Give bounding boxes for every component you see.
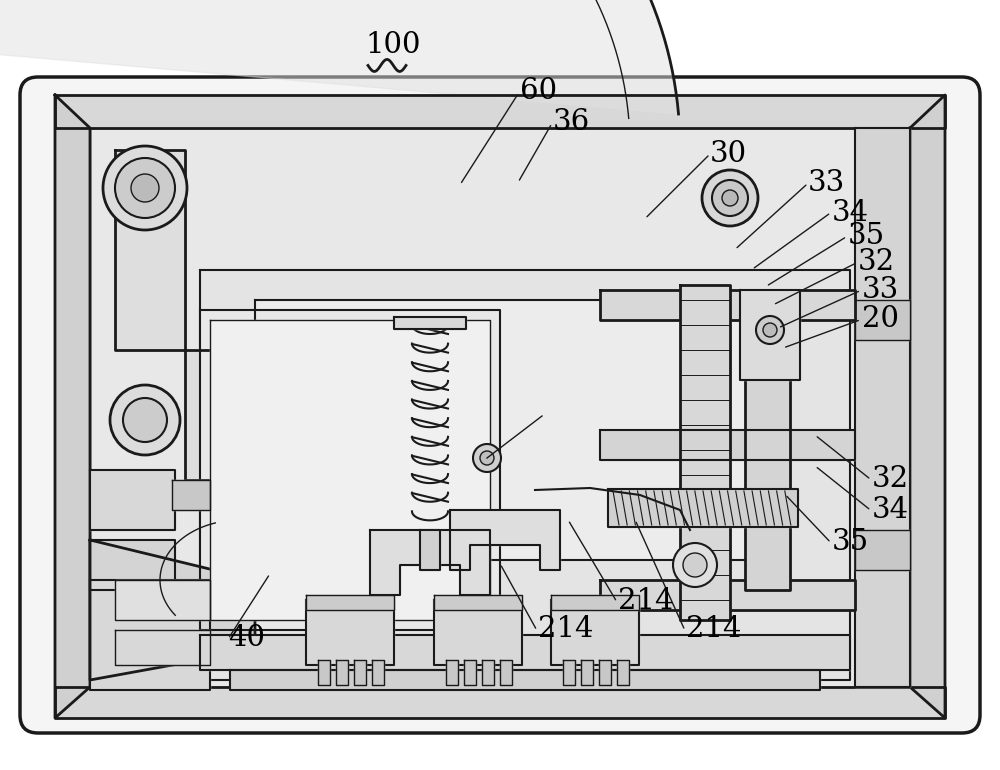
Circle shape — [103, 146, 187, 230]
Polygon shape — [172, 480, 210, 510]
Polygon shape — [200, 310, 500, 630]
Polygon shape — [617, 660, 629, 685]
Text: 35: 35 — [832, 528, 869, 556]
Polygon shape — [910, 95, 945, 718]
Circle shape — [756, 316, 784, 344]
Polygon shape — [55, 95, 945, 128]
Circle shape — [763, 323, 777, 337]
Polygon shape — [855, 128, 910, 687]
Text: 35: 35 — [848, 222, 885, 249]
Circle shape — [110, 385, 180, 455]
Polygon shape — [90, 470, 175, 530]
Text: 214: 214 — [686, 615, 742, 643]
Polygon shape — [600, 290, 855, 320]
Polygon shape — [230, 670, 820, 690]
Polygon shape — [450, 510, 560, 570]
Polygon shape — [210, 320, 490, 620]
Polygon shape — [563, 660, 575, 685]
Circle shape — [473, 444, 501, 472]
Polygon shape — [90, 128, 910, 687]
Polygon shape — [370, 530, 490, 595]
Polygon shape — [0, 0, 679, 114]
Polygon shape — [855, 300, 910, 340]
Text: 33: 33 — [862, 276, 899, 303]
Polygon shape — [115, 580, 210, 620]
Text: 214: 214 — [538, 615, 594, 643]
Text: 60: 60 — [520, 77, 557, 105]
Text: 214: 214 — [618, 587, 674, 614]
Polygon shape — [434, 600, 522, 665]
Polygon shape — [115, 630, 210, 665]
Text: 20: 20 — [862, 305, 899, 333]
Polygon shape — [740, 290, 800, 380]
Circle shape — [712, 180, 748, 216]
Polygon shape — [551, 600, 639, 665]
Circle shape — [480, 451, 494, 465]
Polygon shape — [420, 530, 440, 570]
Circle shape — [131, 174, 159, 202]
Polygon shape — [55, 95, 90, 718]
Polygon shape — [581, 660, 593, 685]
Polygon shape — [446, 660, 458, 685]
Polygon shape — [551, 595, 639, 610]
Polygon shape — [745, 290, 790, 590]
Polygon shape — [200, 270, 850, 680]
Polygon shape — [599, 660, 611, 685]
Text: 34: 34 — [872, 496, 909, 524]
Text: 34: 34 — [832, 199, 869, 226]
Circle shape — [123, 398, 167, 442]
Polygon shape — [855, 530, 910, 570]
Polygon shape — [600, 580, 855, 610]
Circle shape — [115, 158, 175, 218]
Polygon shape — [394, 317, 466, 329]
Polygon shape — [354, 660, 366, 685]
Polygon shape — [372, 660, 384, 685]
Circle shape — [683, 553, 707, 577]
Polygon shape — [318, 660, 330, 685]
Circle shape — [702, 170, 758, 226]
Polygon shape — [680, 285, 730, 620]
Polygon shape — [306, 595, 394, 610]
Text: 32: 32 — [872, 465, 909, 493]
Polygon shape — [500, 660, 512, 685]
Polygon shape — [90, 580, 210, 690]
Polygon shape — [608, 489, 798, 527]
Polygon shape — [90, 540, 255, 680]
Text: 32: 32 — [858, 248, 895, 276]
Polygon shape — [115, 150, 245, 480]
Polygon shape — [336, 660, 348, 685]
Polygon shape — [306, 600, 394, 665]
Text: 30: 30 — [710, 140, 747, 168]
Polygon shape — [464, 660, 476, 685]
Polygon shape — [200, 635, 850, 670]
Circle shape — [722, 190, 738, 206]
Polygon shape — [434, 595, 522, 610]
Text: 36: 36 — [553, 108, 590, 136]
FancyBboxPatch shape — [20, 77, 980, 733]
Polygon shape — [55, 687, 945, 718]
Polygon shape — [482, 660, 494, 685]
Polygon shape — [255, 300, 760, 560]
Text: 100: 100 — [365, 31, 420, 59]
Polygon shape — [90, 540, 175, 590]
Text: 40: 40 — [228, 624, 265, 651]
Polygon shape — [600, 430, 855, 460]
Text: 33: 33 — [808, 169, 845, 197]
Circle shape — [673, 543, 717, 587]
